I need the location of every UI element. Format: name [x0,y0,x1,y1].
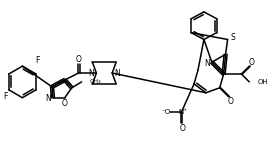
Text: F: F [35,56,39,65]
Text: O: O [76,55,82,64]
Text: ⁻O: ⁻O [162,109,171,116]
Text: N: N [45,94,51,103]
Text: F: F [4,92,8,101]
Text: OH: OH [257,79,268,85]
Text: S: S [230,33,235,42]
Text: N: N [89,69,94,77]
Text: N⁺: N⁺ [179,109,188,116]
Text: N: N [114,69,120,77]
Text: O: O [248,58,254,67]
Text: O: O [179,124,185,133]
Text: N: N [204,59,210,68]
Text: O: O [62,99,68,108]
Text: O: O [228,97,234,106]
Text: CH₃: CH₃ [89,79,101,84]
